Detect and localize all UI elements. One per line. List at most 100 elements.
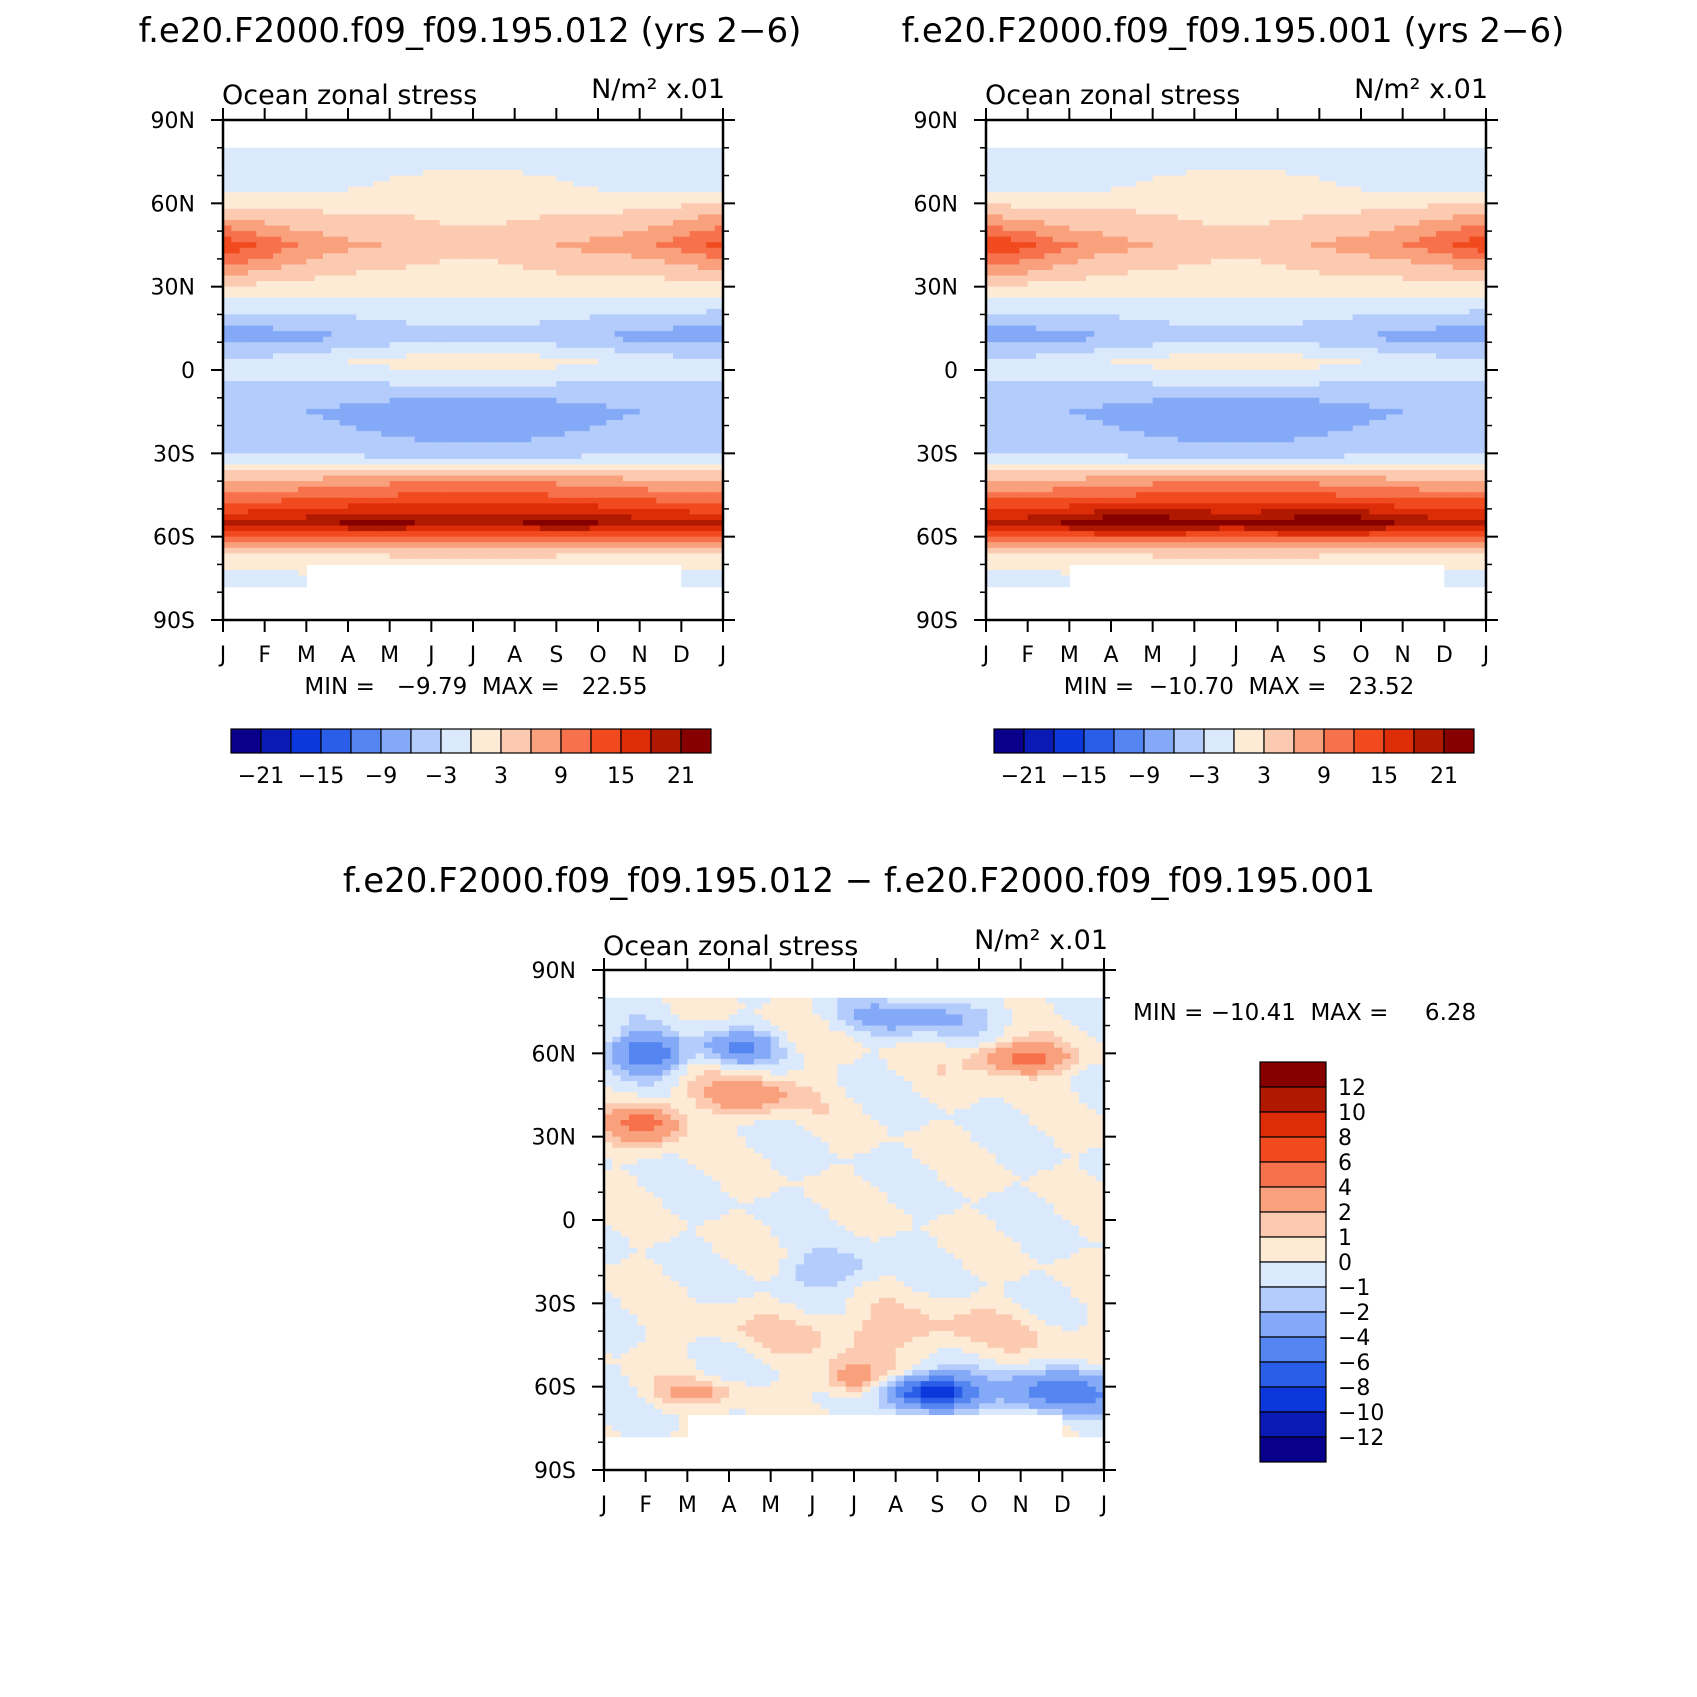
contour-cell bbox=[639, 181, 649, 188]
contour-cell bbox=[373, 436, 382, 443]
contour-cell bbox=[656, 447, 666, 454]
contour-cell bbox=[614, 520, 624, 527]
contour-cell bbox=[548, 503, 557, 510]
contour-cell bbox=[364, 175, 374, 182]
contour-cell bbox=[498, 481, 507, 488]
contour-cell bbox=[289, 458, 299, 466]
contour-cell bbox=[514, 214, 524, 221]
contour-cell bbox=[248, 220, 257, 227]
contour-cell bbox=[706, 242, 716, 249]
contour-cell bbox=[373, 336, 382, 343]
contour-cell bbox=[614, 347, 624, 354]
contour-cell bbox=[548, 508, 557, 516]
contour-cell bbox=[1002, 158, 1012, 166]
contour-cell bbox=[614, 197, 624, 204]
contour-cell bbox=[256, 436, 266, 443]
contour-cell bbox=[306, 464, 316, 471]
contour-cell bbox=[639, 197, 649, 204]
contour-cell bbox=[539, 553, 549, 560]
contour-cell bbox=[673, 358, 682, 366]
contour-cell bbox=[298, 520, 307, 527]
contour-cell bbox=[339, 192, 349, 199]
contour-cell bbox=[414, 481, 424, 488]
colorbar-swatch bbox=[230, 728, 262, 754]
contour-cell bbox=[598, 403, 607, 410]
contour-cell bbox=[639, 525, 649, 532]
contour-cell bbox=[514, 320, 524, 327]
contour-cell bbox=[406, 414, 416, 421]
contour-cell bbox=[564, 514, 574, 521]
contour-cell bbox=[323, 347, 332, 354]
contour-cell bbox=[706, 331, 716, 338]
contour-cell bbox=[323, 375, 332, 382]
contour-cell bbox=[456, 386, 466, 393]
contour-cell bbox=[456, 158, 466, 166]
contour-cell bbox=[1402, 147, 1412, 154]
contour-cell bbox=[398, 358, 407, 366]
contour-cell bbox=[431, 292, 441, 299]
contour-cell bbox=[231, 281, 241, 288]
contour-cell bbox=[648, 358, 657, 366]
contour-cell bbox=[414, 186, 424, 193]
contour-cell bbox=[314, 497, 324, 504]
contour-cell bbox=[614, 231, 624, 238]
contour-cell bbox=[581, 475, 591, 482]
contour-cell bbox=[706, 220, 716, 227]
contour-cell bbox=[348, 153, 357, 160]
contour-cell bbox=[323, 475, 332, 482]
colorbar-swatch bbox=[680, 728, 712, 754]
contour-cell bbox=[248, 453, 257, 460]
contour-cell bbox=[539, 308, 549, 316]
contour-cell bbox=[698, 303, 707, 310]
contour-cell bbox=[314, 264, 324, 271]
contour-cell bbox=[573, 520, 582, 527]
contour-cell bbox=[439, 170, 449, 177]
contour-cell bbox=[323, 281, 332, 288]
contour-cell bbox=[406, 481, 416, 488]
contour-cell bbox=[331, 436, 341, 443]
contour-cell bbox=[698, 570, 707, 577]
contour-cell bbox=[348, 175, 357, 182]
contour-cell bbox=[539, 470, 549, 477]
contour-cell bbox=[273, 536, 282, 543]
contour-cell bbox=[639, 486, 649, 493]
contour-cell bbox=[489, 331, 499, 338]
contour-cell bbox=[306, 258, 316, 266]
contour-cell bbox=[689, 175, 699, 182]
contour-cell bbox=[398, 408, 407, 416]
contour-cell bbox=[464, 503, 474, 510]
contour-cell bbox=[506, 386, 516, 393]
contour-cell bbox=[548, 536, 557, 543]
contour-cell bbox=[498, 303, 507, 310]
contour-cell bbox=[381, 192, 391, 199]
contour-cell bbox=[364, 220, 374, 227]
contour-cell bbox=[1177, 164, 1187, 171]
contour-cell bbox=[323, 403, 332, 410]
contour-cell bbox=[614, 470, 624, 477]
contour-cell bbox=[506, 175, 516, 182]
contour-cell bbox=[689, 170, 699, 177]
contour-cell bbox=[281, 470, 291, 477]
contour-cell bbox=[423, 375, 432, 382]
contour-cell bbox=[589, 542, 599, 549]
contour-cell bbox=[614, 414, 624, 421]
contour-cell bbox=[414, 497, 424, 504]
contour-cell bbox=[1419, 158, 1429, 166]
contour-cell bbox=[298, 236, 307, 243]
contour-cell bbox=[539, 181, 549, 188]
contour-cell bbox=[581, 453, 591, 460]
contour-cell bbox=[231, 153, 241, 160]
contour-cell bbox=[589, 275, 599, 282]
contour-cell bbox=[706, 531, 716, 538]
contour-cell bbox=[231, 414, 241, 421]
contour-cell bbox=[381, 442, 391, 449]
contour-cell bbox=[389, 342, 399, 349]
contour-cell bbox=[373, 347, 382, 354]
contour-cell bbox=[364, 353, 374, 360]
contour-cell bbox=[289, 453, 299, 460]
contour-cell bbox=[431, 242, 441, 249]
contour-cell bbox=[523, 503, 532, 510]
contour-cell bbox=[464, 236, 474, 243]
contour-cell bbox=[314, 314, 324, 321]
contour-cell bbox=[264, 170, 274, 177]
